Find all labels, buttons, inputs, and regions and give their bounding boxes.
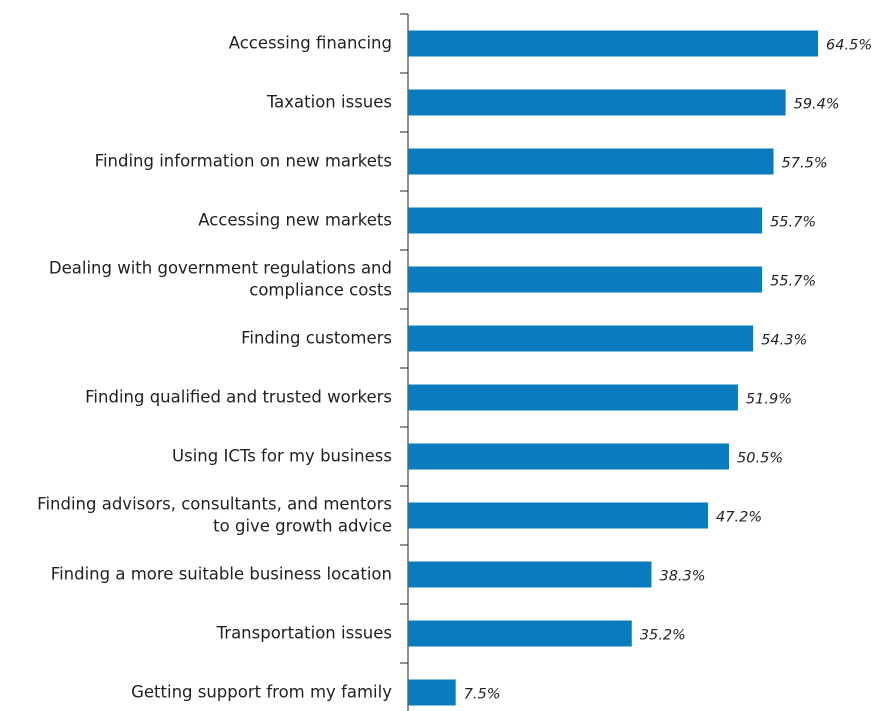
bar [408,443,730,470]
value-label: 51.9% [746,392,792,408]
value-label: 38.3% [659,569,705,585]
bar [408,148,774,175]
value-label: 47.2% [716,510,762,526]
category-label: Finding customers [241,328,392,347]
bar [408,325,754,352]
value-label: 64.5% [826,38,872,54]
category-label: Transportation issues [216,623,392,642]
value-label: 57.5% [782,156,828,172]
category-label: Finding a more suitable business locatio… [51,564,392,583]
category-label: Using ICTs for my business [172,446,392,465]
category-label: Accessing financing [229,33,392,52]
category-label: Accessing new markets [198,210,392,229]
value-label: 54.3% [761,333,807,349]
category-label: Getting support from my family [131,682,392,701]
value-label: 7.5% [464,687,501,703]
value-label: 55.7% [770,215,816,231]
category-label: Finding information on new markets [95,151,392,170]
value-label: 59.4% [794,97,840,113]
bar [408,266,763,293]
category-label: Dealing with government regulations and c… [49,258,392,299]
bar [408,620,632,647]
value-label: 35.2% [640,628,686,644]
bar [408,502,709,529]
bar [408,384,738,411]
bar [408,561,652,588]
value-label: 55.7% [770,274,816,290]
bar [408,207,763,234]
bar [408,89,786,116]
bar [408,679,456,706]
category-label: Finding advisors, consultants, and mento… [37,494,392,535]
category-label: Taxation issues [266,92,392,111]
value-label: 50.5% [737,451,783,467]
category-label: Finding qualified and trusted workers [85,387,392,406]
bar [408,30,819,57]
